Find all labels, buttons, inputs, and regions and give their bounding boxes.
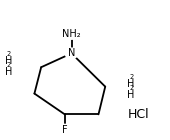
Circle shape	[65, 29, 78, 39]
Text: H: H	[5, 56, 13, 66]
Text: NH₂: NH₂	[62, 29, 81, 39]
Text: 2: 2	[129, 85, 133, 91]
Text: H: H	[5, 67, 13, 77]
Text: H: H	[127, 79, 134, 89]
Text: H: H	[127, 90, 134, 100]
Text: F: F	[62, 125, 68, 135]
Text: 2: 2	[6, 51, 11, 57]
Text: 2: 2	[129, 74, 133, 80]
Text: 2: 2	[6, 62, 11, 68]
Circle shape	[58, 124, 71, 135]
Text: N: N	[68, 48, 75, 58]
Circle shape	[65, 48, 78, 59]
Text: HCl: HCl	[128, 108, 150, 121]
